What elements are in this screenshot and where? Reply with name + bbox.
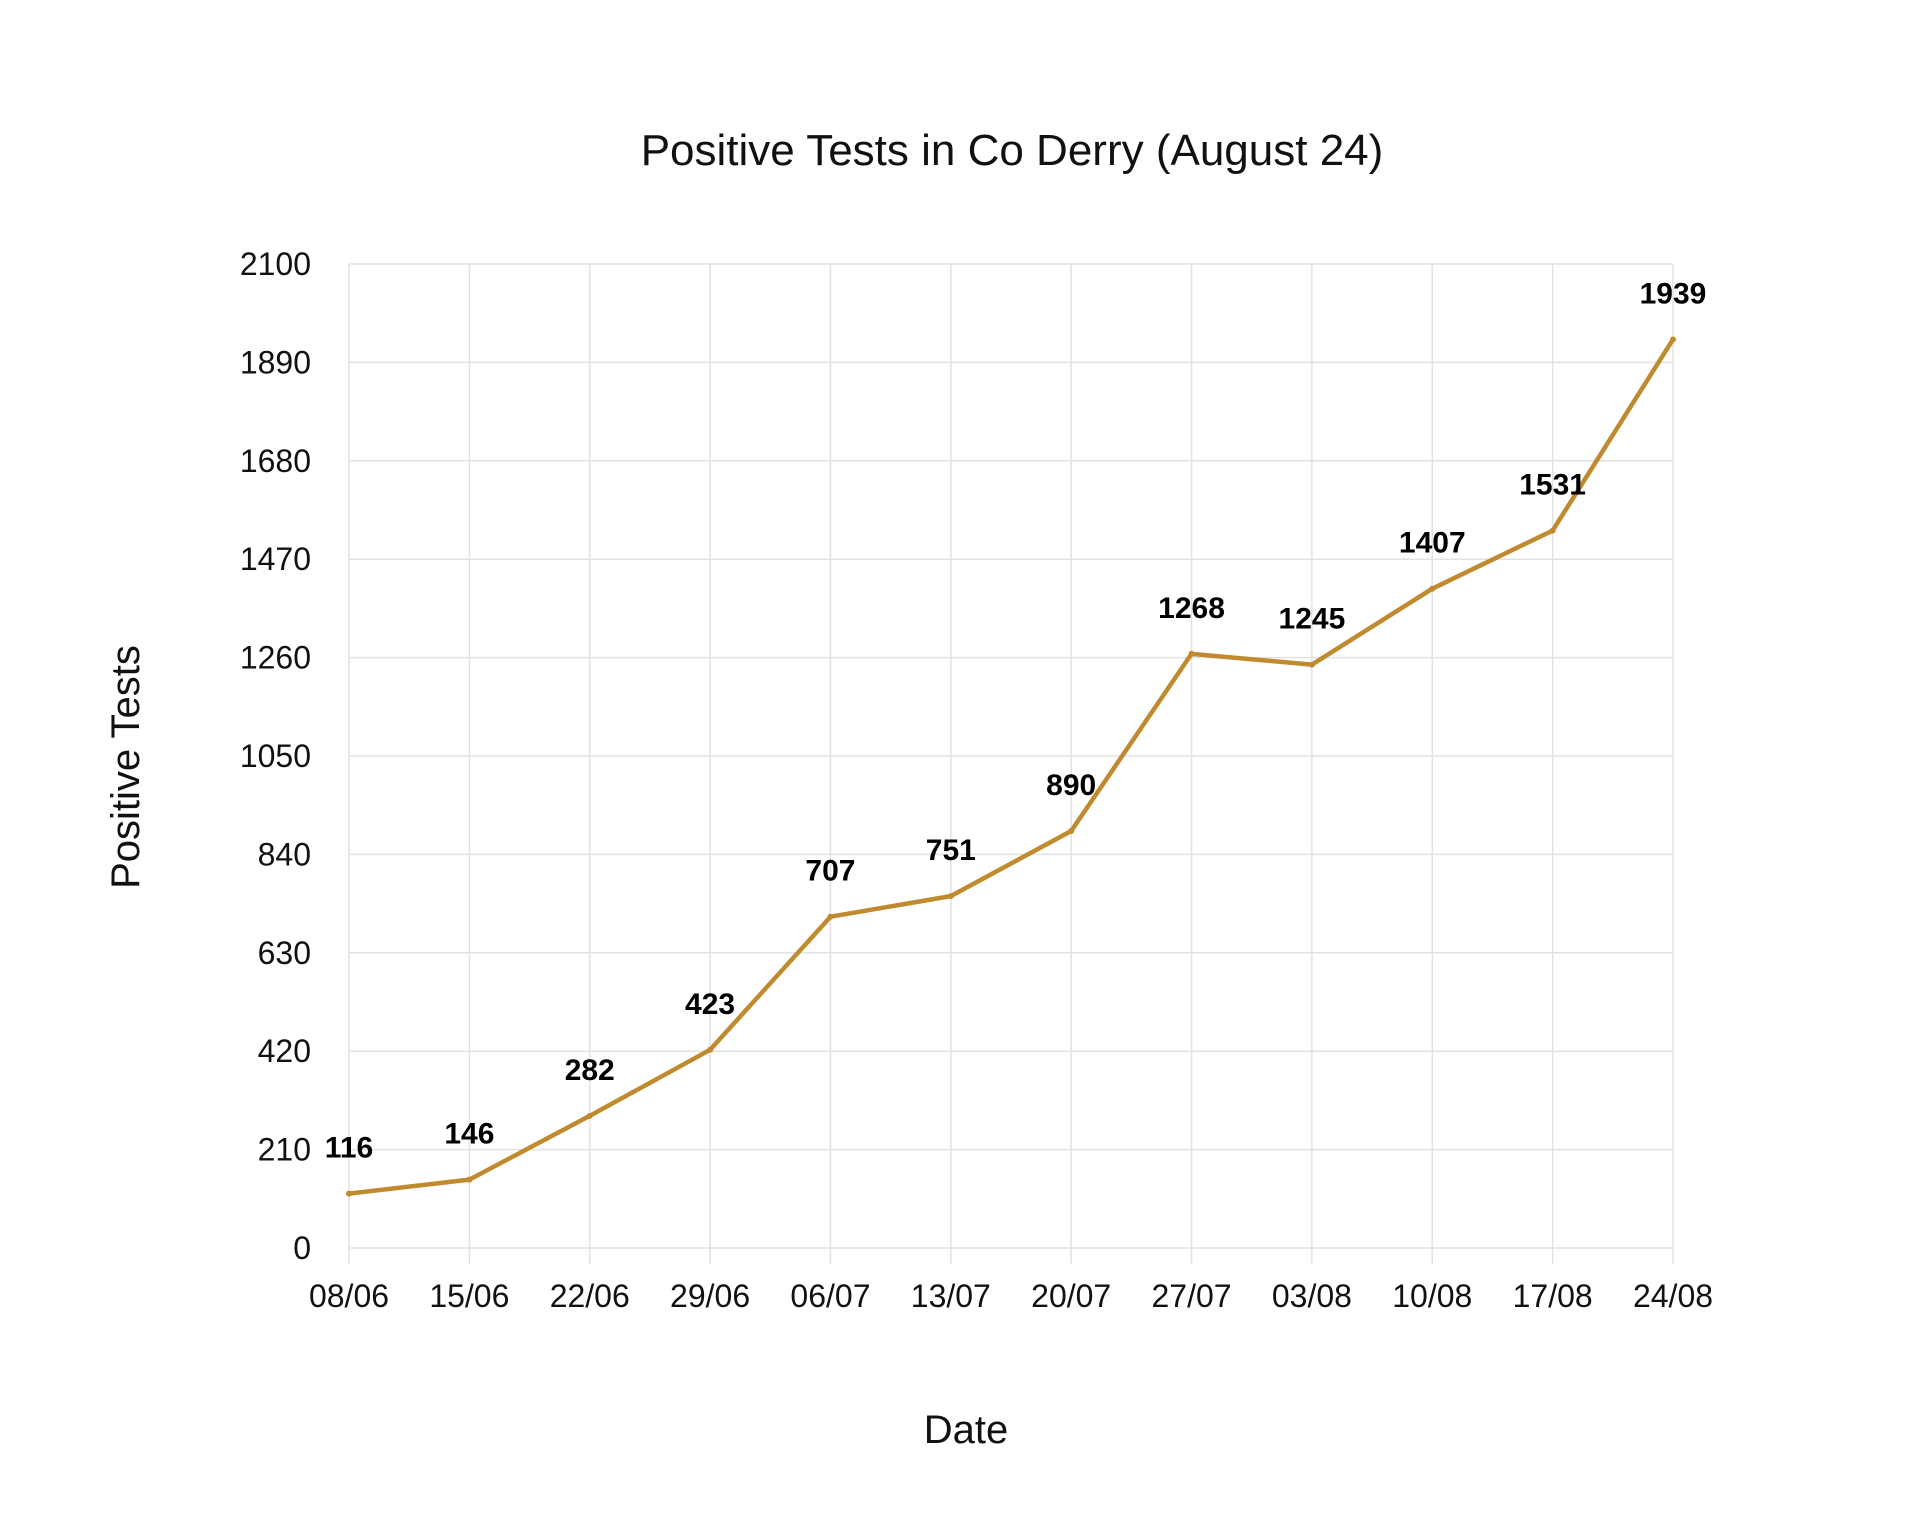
grid — [348, 263, 1674, 1264]
data-label: 1407 — [1399, 527, 1466, 560]
y-tick-label: 1050 — [240, 738, 311, 774]
x-axis-label: Date — [924, 1408, 1009, 1452]
y-axis-label: Positive Tests — [104, 645, 148, 889]
series-line — [346, 337, 1676, 1196]
x-tick-label: 22/06 — [550, 1278, 630, 1314]
x-tick-label: 27/07 — [1152, 1278, 1232, 1314]
chart-title: Positive Tests in Co Derry (August 24) — [641, 126, 1384, 175]
data-point — [586, 1112, 593, 1119]
y-tick-label: 0 — [293, 1230, 311, 1266]
y-axis-ticks: 0 210 420 630 840 1050 1260 1470 1680 1890 2100 — [240, 246, 311, 1266]
data-point — [1670, 336, 1676, 343]
y-tick-label: 1890 — [240, 344, 311, 380]
data-point — [827, 913, 834, 920]
data-point — [346, 1190, 352, 1197]
data-point — [707, 1046, 714, 1053]
y-tick-label: 1260 — [240, 640, 311, 676]
data-label: 707 — [805, 855, 855, 888]
x-axis-ticks: 08/06 15/06 22/06 29/06 06/07 13/07 20/07 27/07… — [309, 1278, 1713, 1314]
data-point — [947, 893, 954, 900]
y-tick-label: 1680 — [240, 443, 311, 479]
data-label: 751 — [926, 834, 976, 867]
data-label: 890 — [1046, 769, 1096, 802]
data-point — [1429, 585, 1436, 592]
data-label: 1939 — [1640, 277, 1707, 310]
y-tick-label: 210 — [258, 1132, 311, 1168]
data-label: 282 — [565, 1054, 615, 1087]
x-tick-label: 08/06 — [309, 1278, 389, 1314]
data-point — [466, 1176, 473, 1183]
x-tick-label: 20/07 — [1031, 1278, 1111, 1314]
data-point — [1068, 827, 1075, 834]
x-tick-label: 24/08 — [1633, 1278, 1713, 1314]
data-point — [1188, 650, 1195, 657]
x-tick-label: 10/08 — [1392, 1278, 1472, 1314]
data-label: 1531 — [1519, 469, 1586, 502]
y-tick-label: 630 — [258, 935, 311, 971]
y-tick-label: 420 — [258, 1033, 311, 1069]
x-tick-label: 15/06 — [429, 1278, 509, 1314]
y-tick-label: 840 — [258, 836, 311, 872]
data-label: 1268 — [1158, 592, 1225, 625]
data-point — [1308, 661, 1315, 668]
data-label: 423 — [685, 988, 735, 1021]
x-tick-label: 13/07 — [911, 1278, 991, 1314]
x-tick-label: 06/07 — [790, 1278, 870, 1314]
data-point — [1549, 527, 1556, 534]
y-tick-label: 1470 — [240, 541, 311, 577]
y-tick-label: 2100 — [240, 246, 311, 282]
data-label: 1245 — [1279, 603, 1346, 636]
x-tick-label: 29/06 — [670, 1278, 750, 1314]
x-tick-label: 03/08 — [1272, 1278, 1352, 1314]
data-label: 146 — [444, 1118, 494, 1151]
data-labels: 116 146 282 423 707 751 890 1268 1245 1407 1531 193… — [325, 277, 1707, 1164]
x-tick-label: 17/08 — [1513, 1278, 1593, 1314]
data-label: 116 — [325, 1132, 373, 1165]
series-layer — [346, 336, 1676, 1197]
